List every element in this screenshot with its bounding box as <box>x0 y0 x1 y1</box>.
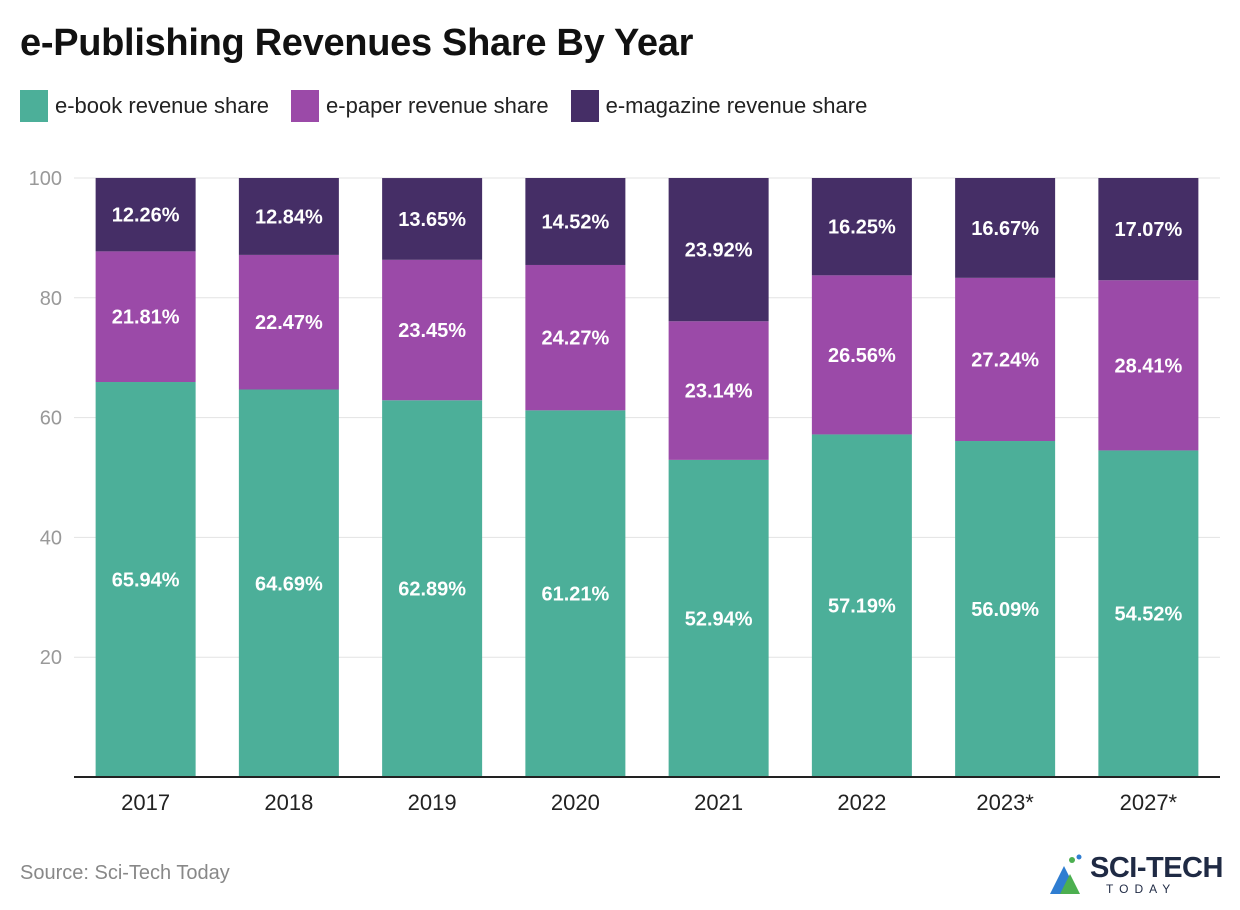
logo-text: SCI-TECH <box>1090 852 1223 884</box>
logo-icon <box>1050 854 1082 894</box>
bar-segment <box>238 178 339 255</box>
data-label: 27.24% <box>971 349 1039 371</box>
bar-segment <box>525 178 626 265</box>
bar-segment <box>1098 178 1199 281</box>
legend: e-book revenue share e-paper revenue sha… <box>20 90 889 122</box>
data-label: 64.69% <box>255 573 323 595</box>
bar-segment <box>95 251 196 383</box>
source-note: Source: Sci-Tech Today <box>20 862 230 884</box>
data-label: 23.45% <box>398 320 466 342</box>
data-label: 12.84% <box>255 206 323 228</box>
sci-tech-logo: SCI-TECH TODAY <box>1046 852 1226 898</box>
bar-segment <box>382 400 483 777</box>
bar-segment <box>668 178 769 322</box>
data-label: 13.65% <box>398 209 466 231</box>
bar-segment <box>955 178 1056 278</box>
x-tick-label: 2018 <box>264 790 313 815</box>
data-label: 54.52% <box>1114 604 1182 626</box>
bar-segment <box>95 382 196 777</box>
stacked-bar-chart: 20 40 60 80 100 65.94% 21.81% 12.26% 2017 64.69% 2… <box>29 168 1220 815</box>
data-label: 62.89% <box>398 579 466 601</box>
bar-segment <box>95 177 196 252</box>
bar-segment <box>811 275 912 435</box>
legend-label-ebook: e-book revenue share <box>55 93 270 118</box>
bar-segment <box>668 321 769 460</box>
y-tick-label: 40 <box>40 527 62 549</box>
bar-segment <box>238 389 339 777</box>
x-tick-label: 2027* <box>1120 790 1178 815</box>
data-label: 57.19% <box>828 596 896 618</box>
bar-segment <box>382 178 483 260</box>
y-tick-label: 20 <box>40 647 62 669</box>
x-tick-label: 2019 <box>408 790 457 815</box>
data-label: 26.56% <box>828 345 896 367</box>
bar-segment <box>1098 280 1199 451</box>
bar-segment <box>382 259 483 401</box>
bar-segment <box>811 178 912 276</box>
data-label: 56.09% <box>971 599 1039 621</box>
data-label: 17.07% <box>1114 219 1182 241</box>
legend-item-ebook: e-book revenue share <box>20 90 269 122</box>
data-label: 14.52% <box>541 211 609 233</box>
x-tick-label: 2020 <box>551 790 600 815</box>
bar-segment <box>668 459 769 777</box>
bar-segment <box>525 264 626 411</box>
data-label: 16.25% <box>828 217 896 239</box>
bar-segment <box>525 410 626 777</box>
data-label: 21.81% <box>112 307 180 329</box>
x-tick-label: 2022 <box>837 790 886 815</box>
legend-swatch-emagazine <box>570 90 599 122</box>
x-tick-label: 2023* <box>976 790 1034 815</box>
chart-title: e-Publishing Revenues Share By Year <box>20 22 694 64</box>
bar-segment <box>955 441 1056 777</box>
legend-item-emagazine: e-magazine revenue share <box>570 90 868 122</box>
logo-subtext: TODAY <box>1106 882 1177 896</box>
data-label: 16.67% <box>971 218 1039 240</box>
data-label: 61.21% <box>541 584 609 606</box>
legend-swatch-epaper <box>291 90 320 122</box>
legend-item-epaper: e-paper revenue share <box>291 90 549 122</box>
data-label: 22.47% <box>255 312 323 334</box>
y-tick-label: 100 <box>29 168 62 190</box>
data-label: 28.41% <box>1114 355 1182 377</box>
bar-segment <box>1098 450 1199 777</box>
bar-segment <box>811 434 912 777</box>
data-label: 24.27% <box>541 328 609 350</box>
legend-label-emagazine: e-magazine revenue share <box>605 93 868 118</box>
bar-segment <box>955 277 1056 442</box>
data-label: 23.92% <box>685 240 753 262</box>
y-tick-label: 80 <box>40 288 62 310</box>
data-label: 12.26% <box>112 205 180 227</box>
legend-label-epaper: e-paper revenue share <box>326 93 549 118</box>
y-tick-label: 60 <box>40 408 62 430</box>
legend-swatch-ebook <box>20 90 48 122</box>
data-label: 23.14% <box>685 381 753 403</box>
x-tick-label: 2021 <box>694 790 743 815</box>
x-tick-label: 2017 <box>121 790 170 815</box>
bar-segment <box>238 254 339 390</box>
data-label: 52.94% <box>685 608 753 630</box>
data-label: 65.94% <box>112 570 180 592</box>
